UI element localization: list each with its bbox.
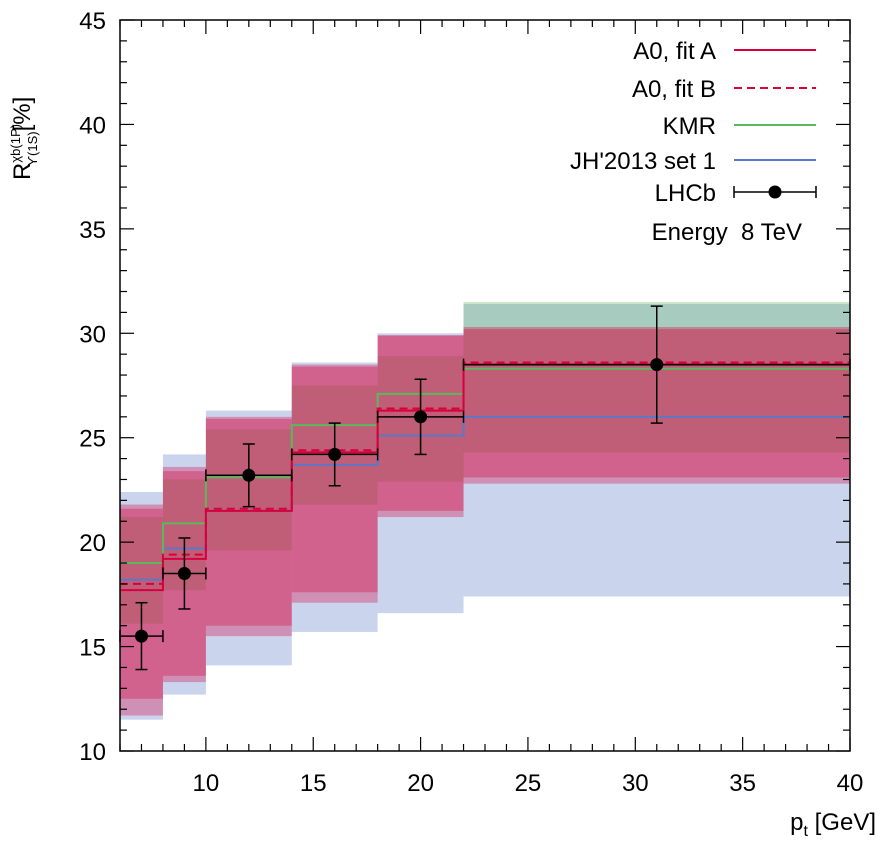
y-tick-label-35: 35: [79, 217, 106, 244]
legend-label-lhcb: LHCb: [655, 180, 716, 207]
y-tick-label-20: 20: [79, 530, 106, 557]
band-jh-2013-set-1-bin-3: [291, 362, 378, 632]
lhcb-point-3: [328, 447, 342, 461]
energy-annotation: Energy 8 TeV: [652, 219, 802, 246]
lhcb-point-5: [650, 358, 664, 372]
legend: A0, fit A A0, fit B KMR JH'2013 set 1 LHCb: [570, 38, 817, 207]
x-tick-label-25: 25: [515, 770, 542, 797]
legend-label-a0-fit-a: A0, fit A: [633, 38, 716, 65]
y-tick-label-15: 15: [79, 635, 106, 662]
y-tick-label-25: 25: [79, 426, 106, 453]
svg-text:Rχb(1P)ϒ(1S)[%]: Rχb(1P) ϒ(1S)[%]: [8, 97, 40, 180]
y-axis-label: Rχb(1P) ϒ(1S)[%]: [8, 97, 40, 180]
y-tick-label-40: 40: [79, 112, 106, 139]
lhcb-point-4: [414, 410, 428, 424]
y-tick-label-45: 45: [79, 8, 106, 35]
legend-swatch-lhcb-point: [768, 185, 782, 199]
x-tick-label-40: 40: [837, 770, 864, 797]
legend-label-kmr: KMR: [663, 113, 716, 140]
line-a0-fit-a: [120, 363, 850, 592]
y-tick-label-10: 10: [79, 739, 106, 766]
x-tick-label-30: 30: [622, 770, 649, 797]
x-tick-label-15: 15: [300, 770, 327, 797]
x-tick-label-20: 20: [407, 770, 434, 797]
x-axis-label: pt [GeV]: [790, 809, 876, 840]
lhcb-point-1: [177, 566, 191, 580]
lhcb-point-0: [134, 629, 148, 643]
x-tick-label-10: 10: [193, 770, 220, 797]
plot-background: [120, 20, 850, 751]
y-tick-label-30: 30: [79, 321, 106, 348]
lhcb-point-2: [242, 468, 256, 482]
x-tick-label-35: 35: [729, 770, 756, 797]
legend-label-a0-fit-b: A0, fit B: [632, 76, 716, 103]
legend-label-jh-2013-set-1: JH'2013 set 1: [570, 148, 716, 175]
axis-ticks: 10 15 20 25 30 35 40 45 10 15 20 25 30 35 40: [79, 8, 863, 797]
